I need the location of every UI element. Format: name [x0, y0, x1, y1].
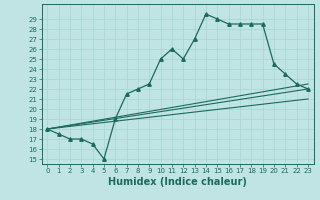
X-axis label: Humidex (Indice chaleur): Humidex (Indice chaleur) — [108, 177, 247, 187]
